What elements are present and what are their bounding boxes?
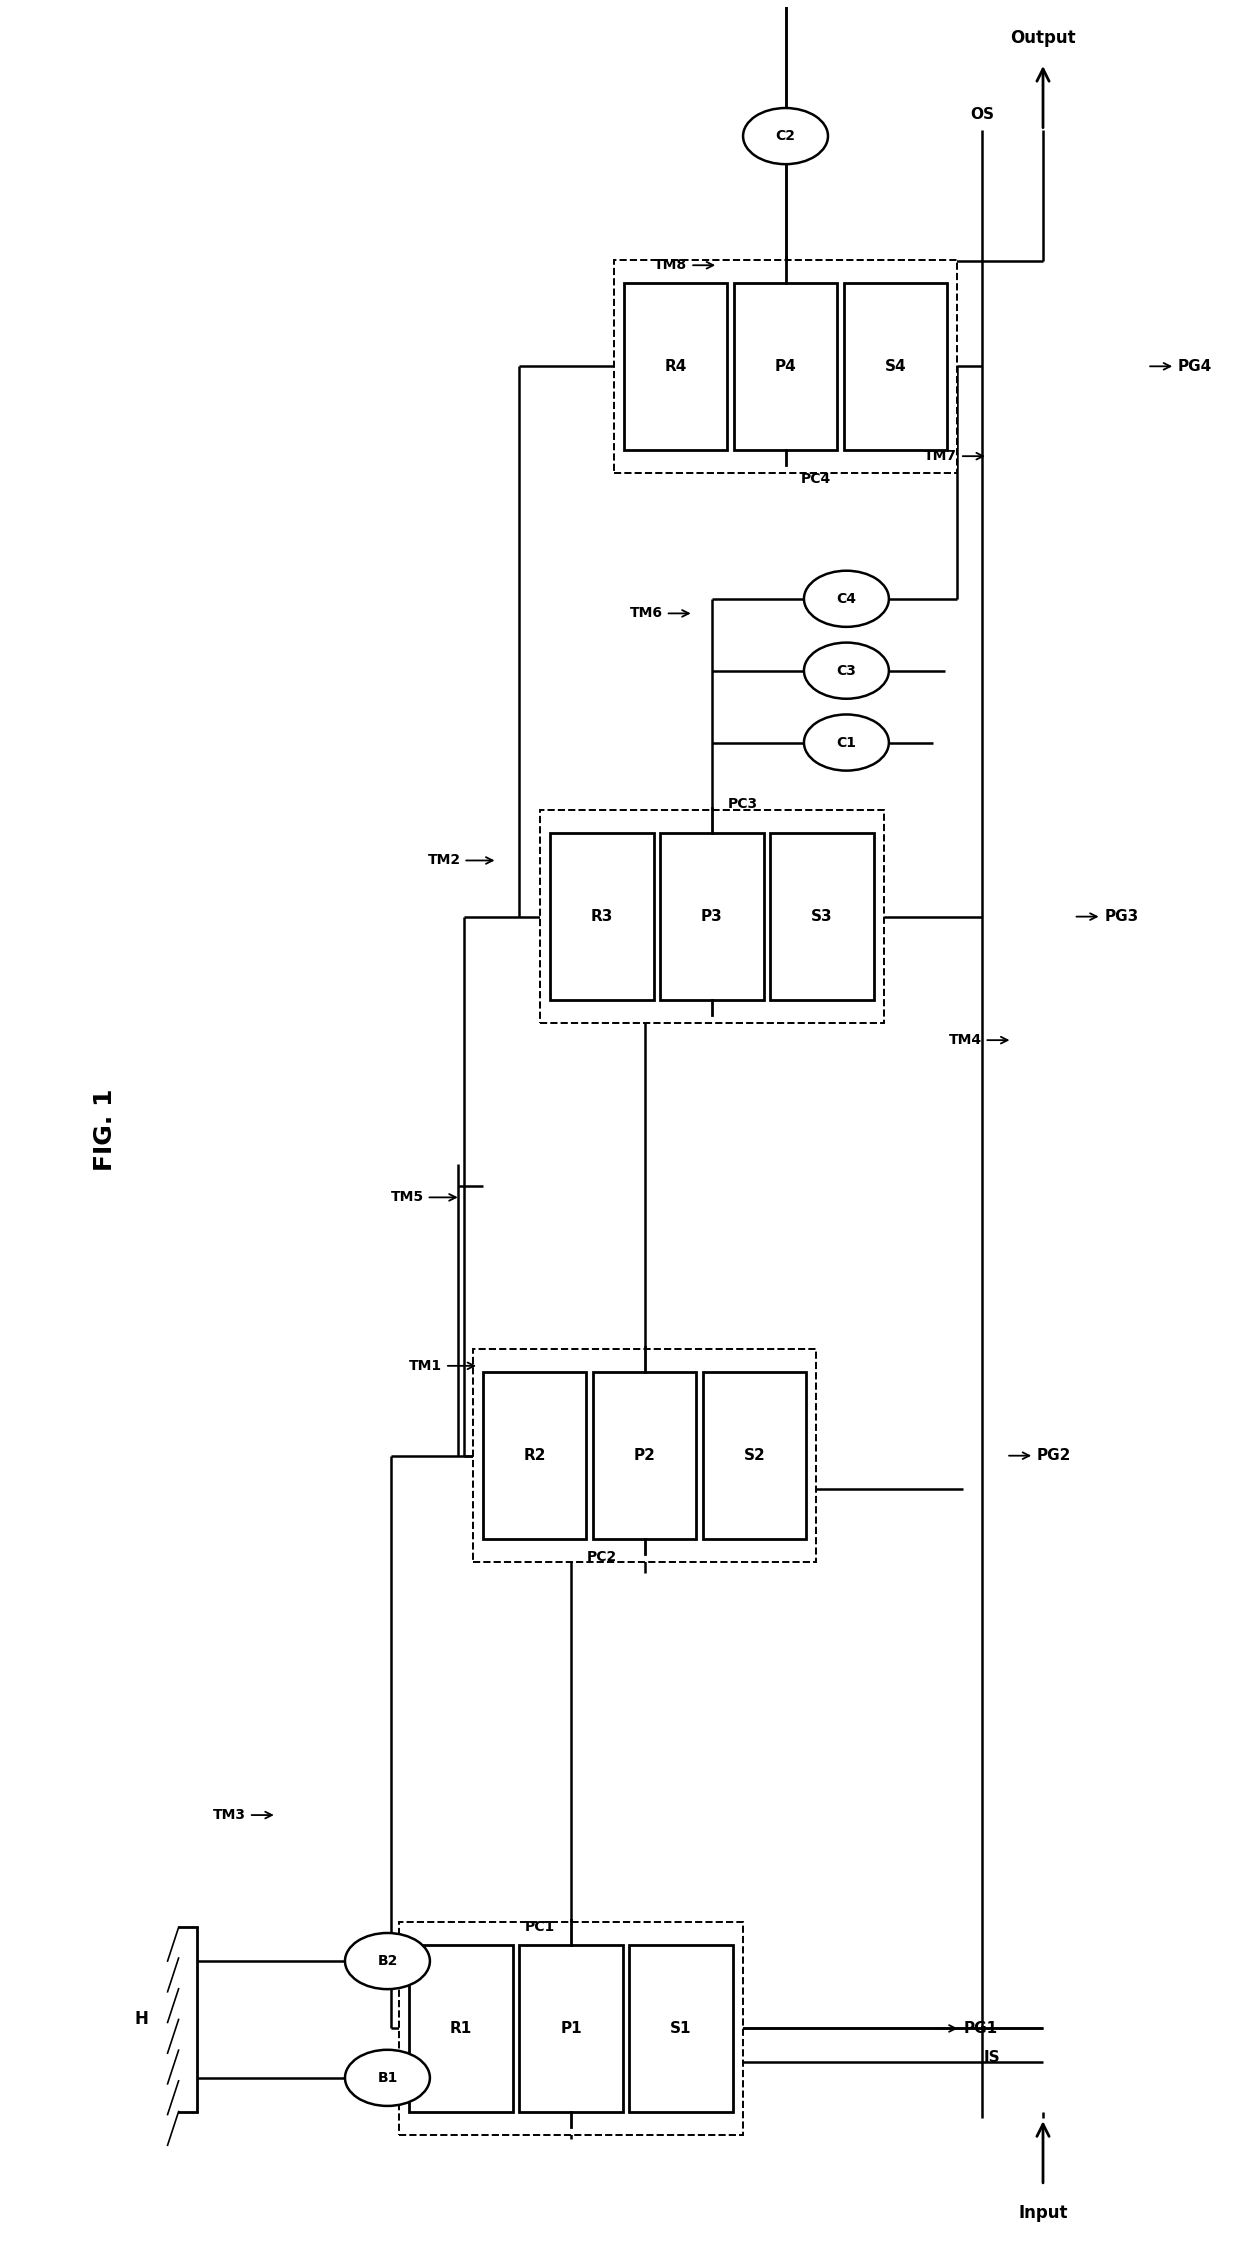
Text: PG3: PG3 bbox=[1076, 909, 1138, 924]
Text: B2: B2 bbox=[377, 1955, 398, 1968]
Text: TM6: TM6 bbox=[630, 606, 688, 622]
Text: IS: IS bbox=[983, 2050, 1001, 2066]
Text: P2: P2 bbox=[634, 1449, 656, 1462]
Bar bbox=[551, 834, 653, 999]
Text: TM5: TM5 bbox=[391, 1191, 456, 1205]
Bar bbox=[520, 1946, 622, 2111]
Text: Input: Input bbox=[1018, 2204, 1068, 2222]
Text: OS: OS bbox=[970, 106, 994, 122]
Bar bbox=[472, 1349, 816, 1562]
Text: TM8: TM8 bbox=[655, 258, 713, 271]
Text: PC2: PC2 bbox=[587, 1550, 616, 1564]
Bar bbox=[843, 282, 947, 450]
Text: C2: C2 bbox=[775, 129, 796, 142]
Bar bbox=[541, 809, 884, 1024]
Ellipse shape bbox=[804, 572, 889, 626]
Text: S4: S4 bbox=[884, 359, 906, 373]
Ellipse shape bbox=[345, 1932, 430, 1989]
Text: C1: C1 bbox=[837, 734, 857, 750]
Text: PC3: PC3 bbox=[728, 798, 758, 811]
Text: R1: R1 bbox=[450, 2020, 472, 2036]
Bar bbox=[482, 1372, 587, 1539]
Ellipse shape bbox=[804, 714, 889, 771]
Text: TM1: TM1 bbox=[409, 1358, 474, 1372]
Bar bbox=[734, 282, 837, 450]
Text: PG2: PG2 bbox=[1009, 1449, 1071, 1462]
Bar bbox=[624, 282, 728, 450]
Bar bbox=[399, 1921, 743, 2136]
Bar bbox=[593, 1372, 697, 1539]
Bar bbox=[660, 834, 764, 999]
Text: S3: S3 bbox=[811, 909, 833, 924]
Bar bbox=[629, 1946, 733, 2111]
Text: S2: S2 bbox=[744, 1449, 765, 1462]
Bar bbox=[770, 834, 874, 999]
Text: P4: P4 bbox=[775, 359, 796, 373]
Text: P3: P3 bbox=[701, 909, 723, 924]
Bar bbox=[703, 1372, 806, 1539]
Text: R2: R2 bbox=[523, 1449, 546, 1462]
Text: FIG. 1: FIG. 1 bbox=[93, 1089, 117, 1171]
Ellipse shape bbox=[804, 642, 889, 698]
Text: C4: C4 bbox=[837, 592, 857, 606]
Text: PC4: PC4 bbox=[801, 472, 831, 486]
Text: H: H bbox=[135, 2011, 149, 2029]
Text: C3: C3 bbox=[837, 664, 857, 678]
Text: TM3: TM3 bbox=[213, 1808, 272, 1822]
Bar bbox=[614, 260, 957, 472]
Text: Output: Output bbox=[1011, 29, 1076, 47]
Ellipse shape bbox=[345, 2050, 430, 2106]
Text: PG1: PG1 bbox=[935, 2020, 997, 2036]
Text: R3: R3 bbox=[590, 909, 614, 924]
Text: R4: R4 bbox=[665, 359, 687, 373]
Bar bbox=[409, 1946, 513, 2111]
Text: S1: S1 bbox=[670, 2020, 692, 2036]
Text: TM2: TM2 bbox=[428, 854, 492, 868]
Text: P1: P1 bbox=[560, 2020, 582, 2036]
Text: PG4: PG4 bbox=[1149, 359, 1213, 373]
Ellipse shape bbox=[743, 108, 828, 165]
Text: PC1: PC1 bbox=[526, 1921, 556, 1935]
Text: TM7: TM7 bbox=[924, 450, 983, 463]
Text: B1: B1 bbox=[377, 2070, 398, 2086]
Text: TM4: TM4 bbox=[949, 1033, 1008, 1046]
